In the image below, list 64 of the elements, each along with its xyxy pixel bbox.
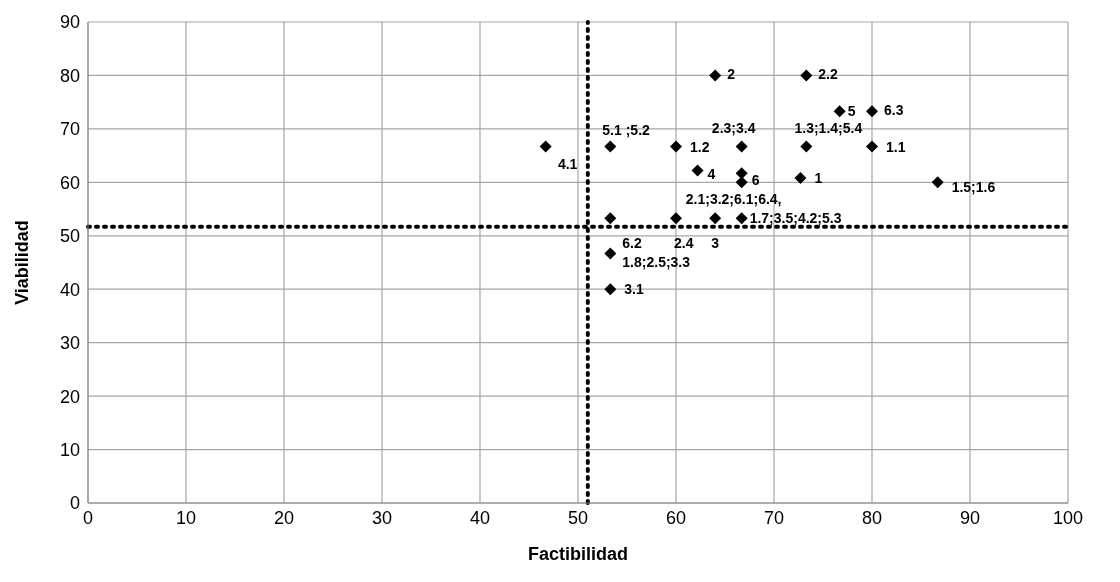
annotation: 2.1;3.2;6.1;6.4,	[685, 191, 782, 208]
point	[866, 105, 878, 118]
annotation: 1.8;2.5;3.3	[622, 254, 691, 271]
point	[539, 140, 552, 153]
point	[709, 212, 722, 225]
y-tick-label: 80	[59, 65, 80, 86]
annotation: 2	[727, 66, 736, 83]
y-tick-label: 30	[59, 333, 80, 354]
annotation: 3	[711, 235, 720, 252]
point	[709, 69, 722, 82]
x-tick-label: 0	[82, 507, 94, 528]
x-tick-label: 40	[469, 507, 491, 528]
y-axis-title: Viabilidad	[12, 220, 33, 305]
point	[604, 140, 617, 153]
point	[833, 105, 846, 118]
annotation: 5.1 ;5.2	[602, 121, 651, 138]
x-tick-label: 60	[665, 507, 687, 528]
x-tick-label: 90	[959, 507, 981, 528]
x-tick-label: 20	[273, 507, 295, 528]
annotation: 2.3;3.4	[711, 119, 756, 136]
annotation: 1	[814, 170, 823, 187]
y-tick-label: 70	[59, 119, 80, 140]
annotation: 5	[847, 103, 856, 120]
annotation: 4	[707, 165, 716, 182]
annotation: 1.7;3.5;4.2;5.3	[749, 210, 842, 227]
x-axis-title: Factibilidad	[527, 543, 629, 564]
x-tick-label: 70	[763, 507, 785, 528]
y-tick-label: 20	[59, 386, 80, 407]
annotation: 1.3;1.4;5.4	[794, 119, 863, 136]
x-tick-label: 10	[175, 507, 197, 528]
x-tick-label: 80	[861, 507, 883, 528]
x-tick-label: 50	[567, 507, 589, 528]
point	[604, 212, 617, 225]
point	[794, 172, 807, 185]
annotation: 3.1	[624, 281, 645, 298]
point	[670, 212, 682, 225]
annotation: 1.1	[886, 138, 906, 155]
x-tick-label: 100	[1052, 507, 1084, 528]
annotation: 6	[751, 172, 760, 189]
point	[800, 140, 813, 153]
point	[604, 247, 617, 260]
y-tick-label: 50	[59, 226, 80, 247]
point	[670, 140, 682, 153]
annotation: 2.2	[818, 66, 839, 83]
point	[735, 140, 748, 153]
y-tick-label: 60	[59, 172, 80, 193]
annotation: 1.2	[690, 138, 710, 155]
annotation: 2.4	[674, 235, 694, 252]
point	[604, 283, 617, 296]
annotation: 4.1	[557, 155, 578, 172]
annotation: 1.5;1.6	[951, 179, 996, 196]
x-tick-label: 30	[371, 507, 393, 528]
point	[735, 212, 748, 225]
y-tick-label: 40	[59, 279, 80, 300]
point	[800, 69, 813, 82]
annotation: 6.3	[884, 102, 904, 119]
point	[691, 164, 704, 177]
point	[866, 140, 878, 153]
y-tick-label: 10	[59, 439, 80, 460]
annotation: 6.2	[622, 235, 643, 252]
point	[931, 176, 944, 189]
y-tick-label: 90	[59, 12, 80, 33]
y-tick-label: 0	[69, 493, 80, 514]
point	[735, 176, 748, 189]
